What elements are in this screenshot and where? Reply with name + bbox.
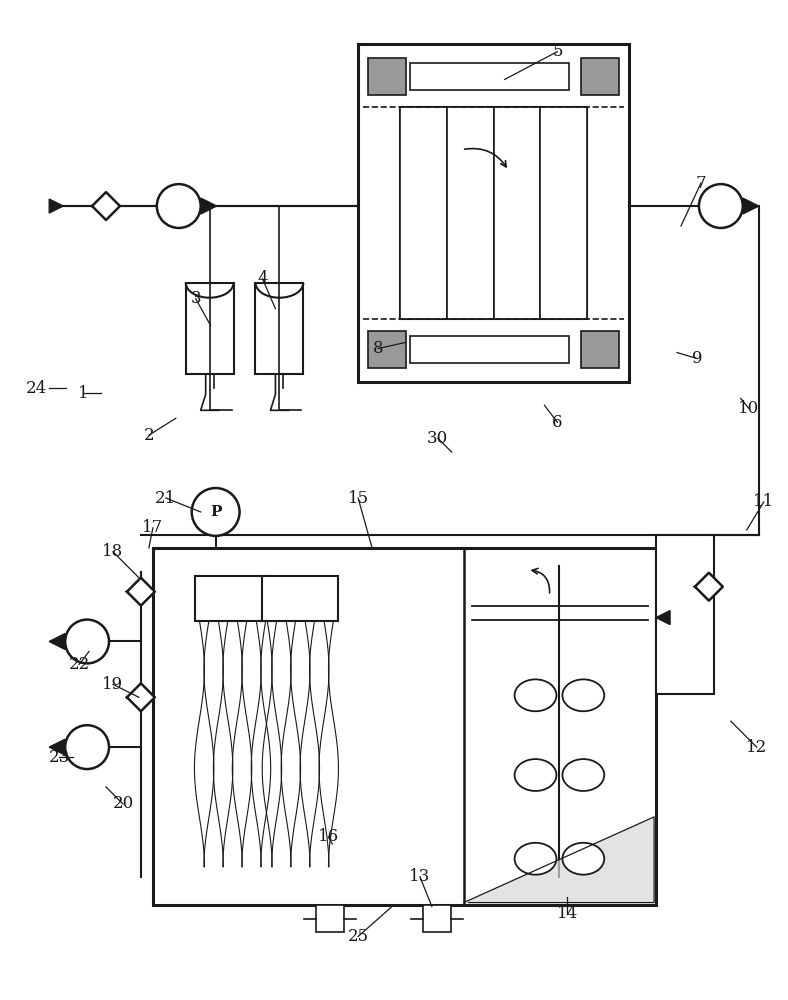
Polygon shape bbox=[49, 199, 63, 213]
Text: 4: 4 bbox=[257, 270, 268, 287]
Ellipse shape bbox=[563, 843, 604, 875]
Bar bbox=[423, 905, 451, 932]
Text: 8: 8 bbox=[373, 340, 384, 357]
Circle shape bbox=[699, 184, 743, 228]
Bar bbox=[582, 331, 619, 368]
Circle shape bbox=[65, 620, 109, 663]
Ellipse shape bbox=[563, 679, 604, 711]
Text: 10: 10 bbox=[738, 400, 760, 417]
Bar bbox=[316, 905, 344, 932]
Polygon shape bbox=[49, 634, 65, 649]
Bar bbox=[255, 283, 303, 374]
Text: 7: 7 bbox=[696, 175, 706, 192]
Text: 2: 2 bbox=[143, 427, 154, 444]
Text: 11: 11 bbox=[753, 493, 775, 510]
Bar bbox=[410, 336, 570, 363]
Text: 16: 16 bbox=[318, 828, 339, 845]
Text: 24: 24 bbox=[26, 380, 47, 397]
Ellipse shape bbox=[515, 679, 556, 711]
Polygon shape bbox=[127, 683, 155, 711]
Ellipse shape bbox=[563, 759, 604, 791]
Bar bbox=[410, 63, 570, 90]
Bar bbox=[400, 107, 447, 319]
Text: 20: 20 bbox=[113, 795, 134, 812]
Text: 3: 3 bbox=[191, 290, 201, 307]
Text: 19: 19 bbox=[102, 676, 124, 693]
Polygon shape bbox=[656, 611, 670, 625]
Text: 9: 9 bbox=[692, 350, 702, 367]
Bar bbox=[582, 58, 619, 95]
Text: 22: 22 bbox=[69, 656, 90, 673]
Polygon shape bbox=[51, 740, 65, 754]
Text: 15: 15 bbox=[348, 490, 369, 507]
Circle shape bbox=[65, 725, 109, 769]
Polygon shape bbox=[201, 198, 217, 214]
Bar bbox=[541, 107, 587, 319]
Text: 18: 18 bbox=[102, 543, 124, 560]
Polygon shape bbox=[695, 573, 723, 601]
Bar bbox=[368, 331, 406, 368]
Text: 1: 1 bbox=[78, 385, 88, 402]
Text: P: P bbox=[210, 505, 221, 519]
Text: 21: 21 bbox=[155, 490, 177, 507]
Text: 17: 17 bbox=[142, 519, 163, 536]
Circle shape bbox=[191, 488, 240, 536]
Ellipse shape bbox=[515, 843, 556, 875]
Text: 12: 12 bbox=[746, 739, 768, 756]
Bar bbox=[195, 576, 270, 621]
Text: 23: 23 bbox=[49, 749, 70, 766]
Bar bbox=[400, 107, 587, 319]
Bar bbox=[447, 107, 493, 319]
Circle shape bbox=[157, 184, 201, 228]
Text: 6: 6 bbox=[552, 414, 563, 431]
Bar bbox=[262, 576, 338, 621]
Bar bbox=[656, 535, 714, 694]
Bar bbox=[358, 44, 629, 382]
Polygon shape bbox=[49, 739, 65, 755]
Polygon shape bbox=[127, 578, 155, 606]
Bar bbox=[153, 548, 656, 905]
Text: 14: 14 bbox=[557, 905, 578, 922]
Text: 30: 30 bbox=[427, 430, 448, 447]
Polygon shape bbox=[743, 198, 759, 214]
Polygon shape bbox=[51, 635, 65, 648]
Ellipse shape bbox=[515, 759, 556, 791]
Polygon shape bbox=[92, 192, 120, 220]
Polygon shape bbox=[464, 817, 654, 903]
Text: 13: 13 bbox=[409, 868, 430, 885]
Text: 5: 5 bbox=[552, 43, 563, 60]
Bar bbox=[493, 107, 541, 319]
Bar bbox=[186, 283, 233, 374]
Bar bbox=[368, 58, 406, 95]
Text: 25: 25 bbox=[348, 928, 369, 945]
